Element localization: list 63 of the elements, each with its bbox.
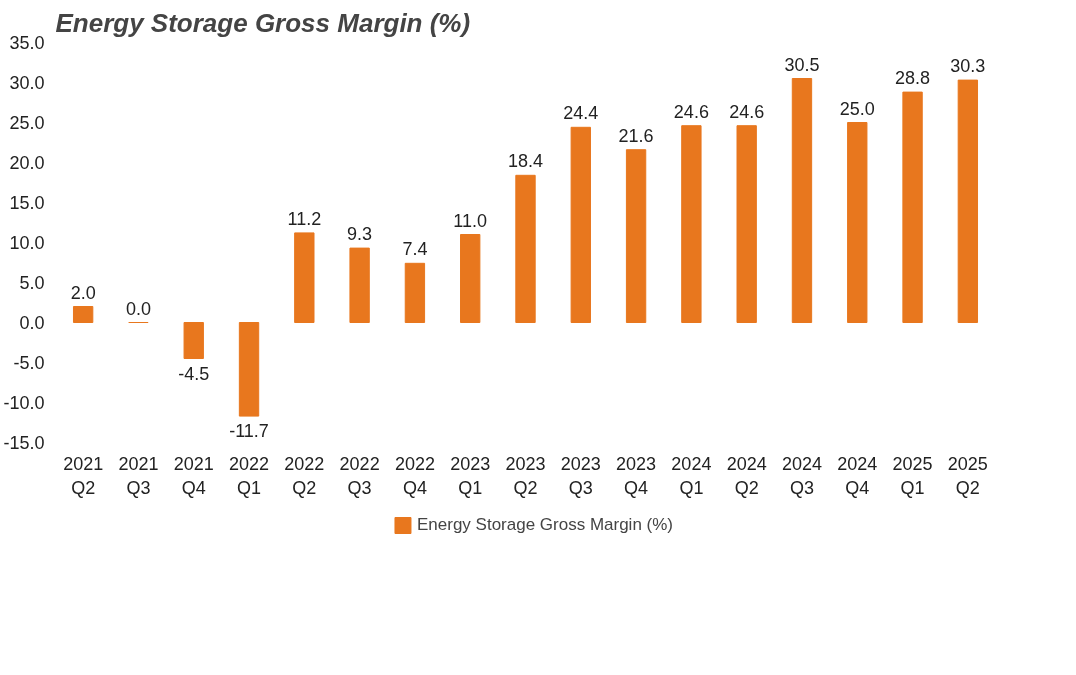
bar xyxy=(515,174,536,323)
data-label: 30.5 xyxy=(784,54,820,75)
x-tick-label: 2024 Q2 xyxy=(726,453,767,498)
bar xyxy=(460,234,481,323)
x-tick-label: 2023 Q2 xyxy=(505,453,546,498)
bar xyxy=(570,126,591,323)
y-tick-label: -10.0 xyxy=(3,393,45,413)
x-tick-label: 2022 Q1 xyxy=(229,453,270,498)
x-tick-label: 2023 Q3 xyxy=(560,453,601,498)
bar xyxy=(294,232,315,323)
x-tick-label: 2023 Q1 xyxy=(450,453,491,498)
bar xyxy=(404,262,426,323)
x-tick-label: 2021 Q2 xyxy=(63,453,104,498)
bar xyxy=(72,306,94,323)
data-label: 24.4 xyxy=(563,103,599,124)
x-tick-label: 2024 Q3 xyxy=(781,453,822,498)
data-label: 28.8 xyxy=(895,68,931,89)
bar xyxy=(625,149,647,323)
y-tick-label: 25.0 xyxy=(9,113,45,133)
y-tick-label: -15.0 xyxy=(3,433,45,453)
y-tick-label: 35.0 xyxy=(9,33,45,53)
bar xyxy=(349,247,370,323)
bar xyxy=(957,79,979,323)
data-label: -11.7 xyxy=(229,421,269,442)
x-tick-label: 2025 Q1 xyxy=(892,453,933,498)
x-tick-label: 2025 Q2 xyxy=(947,453,988,498)
x-tick-label: 2021 Q4 xyxy=(173,453,214,498)
data-label: 21.6 xyxy=(618,125,654,146)
x-tick-label: 2024 Q1 xyxy=(671,453,712,498)
data-label: 0.0 xyxy=(125,298,151,319)
legend-label: Energy Storage Gross Margin (%) xyxy=(416,515,674,535)
y-tick-label: 5.0 xyxy=(19,273,45,293)
data-label: 24.6 xyxy=(729,101,765,122)
data-label: 11.0 xyxy=(453,210,488,231)
y-tick-label: -5.0 xyxy=(13,353,45,373)
y-tick-label: 10.0 xyxy=(9,233,45,253)
bar xyxy=(791,78,813,323)
data-label: 2.0 xyxy=(70,282,96,303)
bar xyxy=(183,322,204,359)
data-label: 18.4 xyxy=(507,151,544,172)
x-tick-label: 2022 Q3 xyxy=(339,453,380,498)
data-label: 24.6 xyxy=(673,101,709,122)
chart-title: Energy Storage Gross Margin (%) xyxy=(55,7,471,38)
bar xyxy=(847,122,868,323)
x-tick-label: 2021 Q3 xyxy=(118,453,159,498)
y-tick-label: 0.0 xyxy=(19,313,45,333)
x-tick-label: 2022 Q2 xyxy=(284,453,325,498)
bar xyxy=(736,125,757,323)
data-label: 11.2 xyxy=(287,208,322,229)
x-tick-label: 2023 Q4 xyxy=(616,453,657,498)
x-tick-label: 2024 Q4 xyxy=(837,453,878,498)
y-tick-label: 15.0 xyxy=(9,193,45,213)
x-tick-label: 2022 Q4 xyxy=(394,453,435,498)
bar xyxy=(681,125,702,323)
data-label: 30.3 xyxy=(950,56,986,77)
bar xyxy=(902,91,923,323)
data-label: 9.3 xyxy=(347,224,373,245)
bar xyxy=(238,322,260,417)
data-label: -4.5 xyxy=(178,363,210,384)
y-tick-label: 30.0 xyxy=(9,73,45,93)
data-label: 25.0 xyxy=(839,98,875,119)
y-tick-label: 20.0 xyxy=(9,153,45,173)
data-label: 7.4 xyxy=(402,239,428,260)
